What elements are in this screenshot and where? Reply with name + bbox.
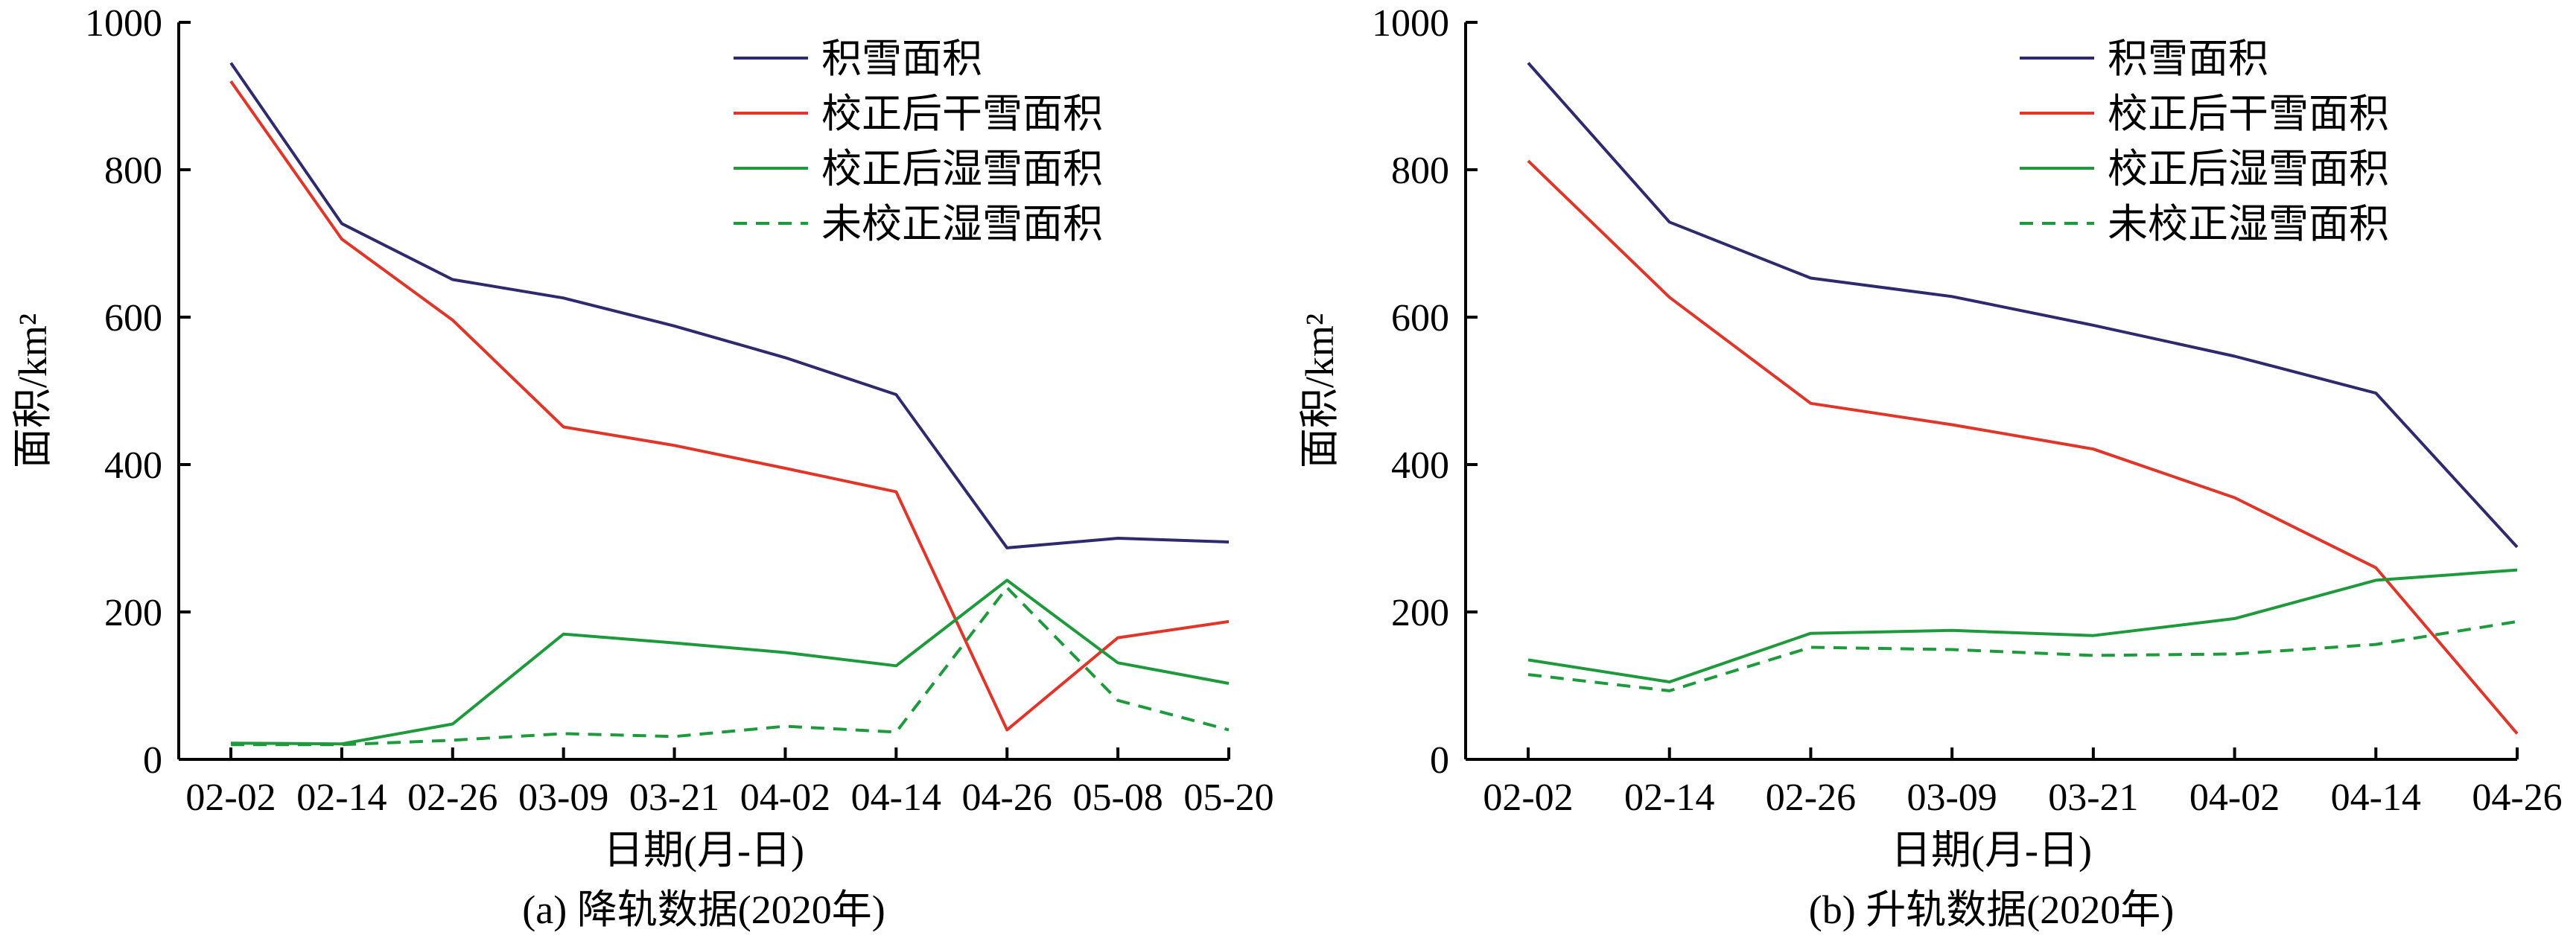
y-tick-label: 600 <box>1391 297 1449 339</box>
x-tick-label: 03-21 <box>2048 776 2138 819</box>
x-tick-label: 03-21 <box>629 776 719 819</box>
series-group <box>229 62 1230 747</box>
x-tick-label: 04-14 <box>2331 776 2421 819</box>
y-tick-label: 600 <box>104 297 162 339</box>
x-tick-label: 03-09 <box>1906 776 1997 819</box>
legend-label: 校正后湿雪面积 <box>2108 147 2389 191</box>
legend-label: 积雪面积 <box>821 36 982 81</box>
legend-label: 校正后干雪面积 <box>821 92 1103 136</box>
series-line-4 <box>231 586 1230 747</box>
y-tick-label: 200 <box>1391 592 1449 634</box>
x-tick-label: 02-14 <box>296 776 387 819</box>
x-tick-label: 03-09 <box>518 776 608 819</box>
y-tick-label: 800 <box>104 150 162 192</box>
x-ticks: 02-02 02-14 02-26 03-09 03-21 04-02 04-14 04-26… <box>185 747 1274 819</box>
series-line-2 <box>229 80 1230 732</box>
legend-label: 积雪面积 <box>2108 36 2268 81</box>
x-tick-label: 04-02 <box>2189 776 2280 819</box>
y-ticks: 0 200 400 600 800 1000 <box>1372 2 1478 782</box>
y-tick-label: 400 <box>104 444 162 487</box>
y-tick-label: 400 <box>1391 444 1449 487</box>
caption: (a) 降轨数据(2020年) <box>522 887 885 932</box>
x-tick-label: 04-14 <box>851 776 941 819</box>
series-line-3 <box>230 578 1230 746</box>
series-line-2 <box>1527 159 2519 735</box>
series-line-4 <box>1527 619 2518 692</box>
chart-panel-a: 0 200 400 600 800 1000 02-02 02-14 02-26 03-09 03… <box>10 2 1274 932</box>
x-axis-label: 日期(月-日) <box>1891 828 2092 873</box>
legend-label: 校正后湿雪面积 <box>821 147 1103 191</box>
caption: (b) 升轨数据(2020年) <box>1809 887 2174 932</box>
x-axis-label: 日期(月-日) <box>603 828 804 873</box>
series-line-1 <box>229 62 1230 549</box>
x-tick-label: 02-26 <box>1766 776 1856 819</box>
legend-label: 未校正湿雪面积 <box>2108 202 2389 246</box>
y-tick-label: 200 <box>104 592 162 634</box>
series-line-1 <box>1527 62 2519 549</box>
x-tick-label: 05-08 <box>1072 776 1163 819</box>
x-tick-label: 02-02 <box>1483 776 1573 819</box>
x-tick-label: 05-20 <box>1183 776 1273 819</box>
y-axis-label: 面积/km² <box>10 313 55 468</box>
x-tick-label: 02-02 <box>185 776 276 819</box>
series-group <box>1527 62 2519 735</box>
x-tick-label: 04-02 <box>740 776 830 819</box>
y-tick-label: 0 <box>143 739 162 782</box>
legend-label: 未校正湿雪面积 <box>821 202 1103 246</box>
y-tick-label: 0 <box>1430 739 1449 782</box>
x-tick-label: 02-26 <box>407 776 497 819</box>
series-line-3 <box>1527 568 2518 683</box>
y-axis-label: 面积/km² <box>1297 313 1342 468</box>
x-tick-label: 04-26 <box>2472 776 2562 819</box>
legend-label: 校正后干雪面积 <box>2108 92 2389 136</box>
chart-panel-b: 0 200 400 600 800 1000 02-02 02-14 02-26 03-09 03… <box>1297 2 2563 932</box>
y-tick-label: 1000 <box>85 2 162 45</box>
y-ticks: 0 200 400 600 800 1000 <box>85 2 191 782</box>
y-tick-label: 800 <box>1391 150 1449 192</box>
x-tick-label: 02-14 <box>1624 776 1714 819</box>
y-tick-label: 1000 <box>1372 2 1449 45</box>
x-ticks: 02-02 02-14 02-26 03-09 03-21 04-02 04-14 04-26 <box>1483 747 2563 819</box>
x-tick-label: 04-26 <box>962 776 1052 819</box>
